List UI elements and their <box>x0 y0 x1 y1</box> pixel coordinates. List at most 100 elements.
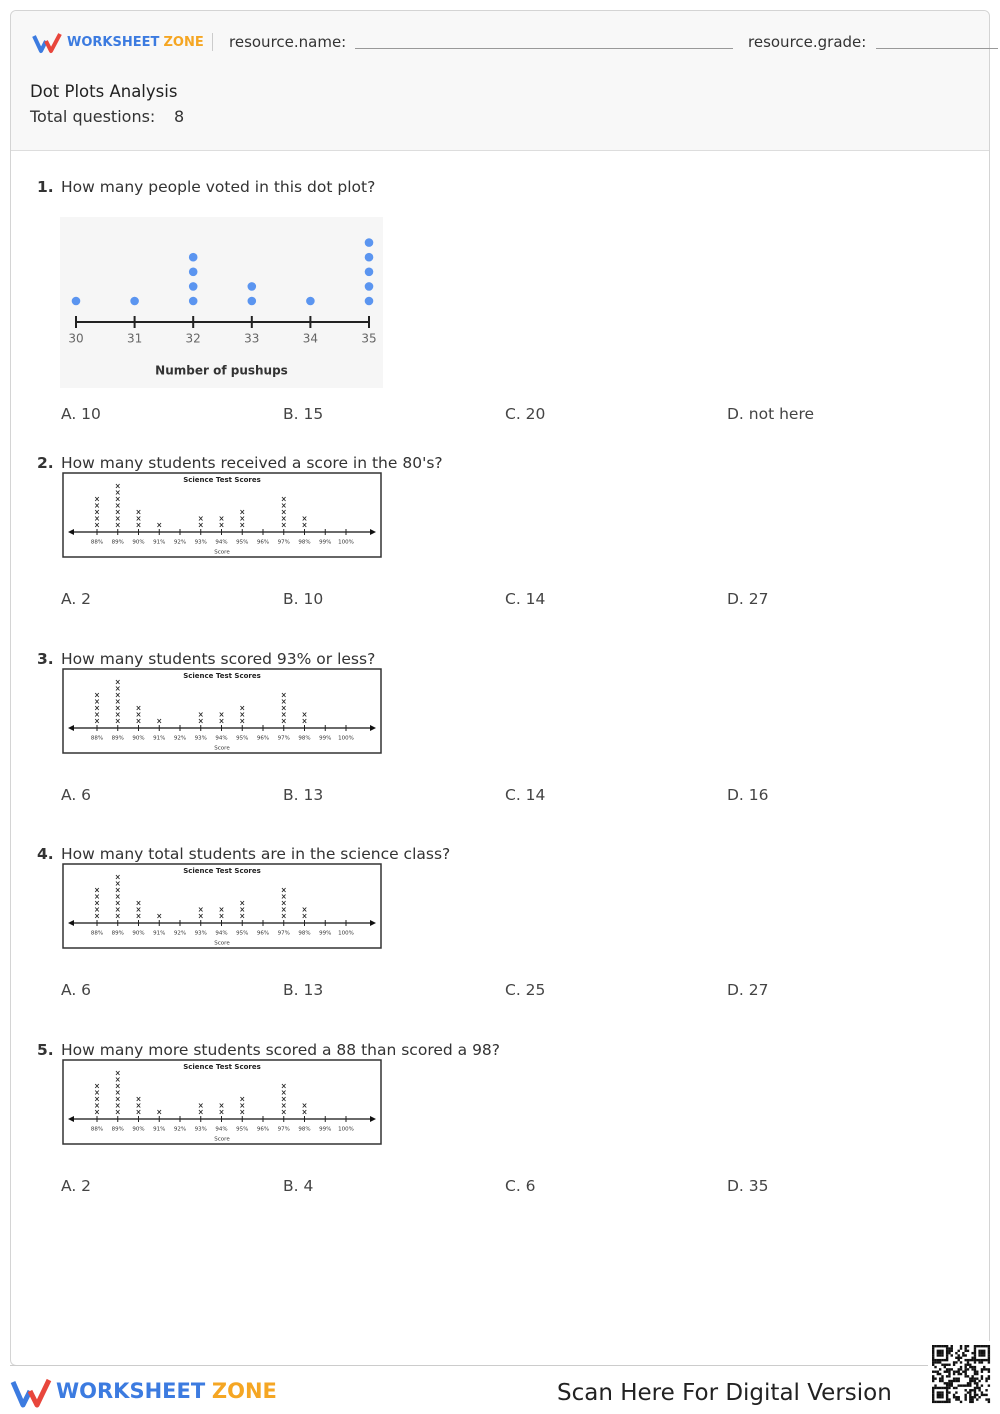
qr-cell <box>971 1351 974 1355</box>
qr-cell <box>938 1351 942 1355</box>
qr-cell <box>941 1351 944 1355</box>
qr-cell <box>945 1391 949 1394</box>
qr-cell <box>932 1347 935 1350</box>
qr-cell <box>978 1345 981 1348</box>
qr-cell <box>934 1361 937 1364</box>
x-tick-label: 97% <box>278 931 290 937</box>
qr-cell <box>948 1368 951 1371</box>
x-marker <box>94 705 100 711</box>
x-axis-label: Score <box>214 1137 230 1143</box>
qr-cell <box>948 1347 951 1350</box>
x-tick-label: 88% <box>91 931 103 937</box>
name-line <box>355 48 733 49</box>
axis-arrow <box>68 529 74 535</box>
x-marker <box>281 907 286 912</box>
qr-cell <box>971 1377 974 1380</box>
question-text: How many more students scored a 88 than … <box>61 1041 501 1059</box>
qr-cell <box>950 1379 953 1383</box>
qr-cell <box>934 1386 937 1390</box>
dot-stack <box>136 1096 141 1115</box>
x-marker <box>115 692 120 698</box>
qr-cell <box>945 1384 949 1387</box>
qr-cell <box>950 1354 953 1357</box>
dot-stack <box>157 1109 162 1115</box>
x-marker <box>94 503 100 508</box>
qr-cell <box>976 1398 979 1401</box>
qr-cell <box>936 1345 940 1348</box>
x-tick-label: 95% <box>236 931 248 937</box>
qr-cell <box>964 1354 967 1357</box>
qr-cell <box>962 1354 965 1357</box>
qr-cell <box>964 1368 967 1371</box>
qr-cell <box>948 1384 951 1387</box>
qr-cell <box>952 1377 956 1380</box>
qr-cell <box>987 1347 991 1350</box>
x-marker <box>94 913 100 919</box>
x-marker <box>240 712 245 717</box>
x-marker <box>115 874 120 880</box>
x-marker <box>115 1090 120 1095</box>
qr-cell <box>983 1351 986 1355</box>
qr-cell <box>966 1382 970 1385</box>
x-marker <box>302 913 307 919</box>
x-marker <box>302 522 307 528</box>
dot <box>130 296 139 306</box>
qr-cell <box>932 1375 935 1378</box>
qr-cell <box>987 1398 991 1401</box>
logo-word: WORKSHEET <box>56 1379 206 1403</box>
x-marker <box>115 718 120 724</box>
qr-cell <box>971 1389 974 1392</box>
x-marker <box>94 712 100 717</box>
qr-cell <box>983 1365 986 1369</box>
dot-stack <box>198 907 203 919</box>
qr-cell <box>959 1365 963 1369</box>
answer-option: D. not here <box>727 405 815 423</box>
dot-stack <box>281 692 286 724</box>
scan-text: Scan Here For Digital Version <box>557 1380 892 1406</box>
x-marker <box>115 1070 120 1076</box>
x-marker <box>115 894 120 899</box>
x-marker <box>115 699 120 704</box>
qr-cell <box>980 1375 984 1378</box>
x-marker <box>281 1109 286 1115</box>
qr-cell <box>966 1384 970 1387</box>
dot-stack <box>115 1070 120 1115</box>
qr-cell <box>966 1391 970 1394</box>
qr-cell <box>948 1382 951 1385</box>
x-tick-label: 98% <box>298 736 310 742</box>
x-marker <box>302 1103 307 1108</box>
footer-logo-text: WORKSHEET ZONE <box>56 1379 277 1403</box>
x-tick-label: 96% <box>257 736 269 742</box>
qr-cell <box>973 1386 977 1390</box>
dot <box>188 252 198 262</box>
x-marker <box>240 718 245 724</box>
answer-option: A. 6 <box>61 786 92 804</box>
qr-cell <box>941 1354 944 1357</box>
x-marker <box>281 503 286 508</box>
answer-option: D. 27 <box>727 590 769 608</box>
x-marker <box>198 718 203 724</box>
x-marker <box>302 1109 307 1115</box>
qr-cell <box>957 1370 960 1373</box>
qr-cell <box>950 1345 953 1348</box>
qr-cell <box>973 1349 977 1353</box>
qr-cell <box>943 1370 946 1373</box>
qr-cell <box>959 1368 963 1371</box>
dot-stack <box>219 907 224 919</box>
qr-cell <box>969 1400 972 1404</box>
x-marker <box>198 522 203 528</box>
dot <box>247 282 257 291</box>
x-tick-label: 93% <box>195 931 207 937</box>
x-marker <box>281 900 286 906</box>
x-marker <box>136 900 141 906</box>
dot-stack <box>130 296 139 306</box>
qr-cell <box>964 1365 967 1369</box>
x-tick-label: 32 <box>186 332 201 346</box>
qr-cell <box>976 1386 979 1390</box>
plot-title: Science Test Scores <box>183 476 261 484</box>
axis-arrow <box>68 725 74 731</box>
qr-cell <box>938 1400 942 1404</box>
qr-cell <box>941 1363 944 1366</box>
question-number: 1. <box>37 178 54 196</box>
